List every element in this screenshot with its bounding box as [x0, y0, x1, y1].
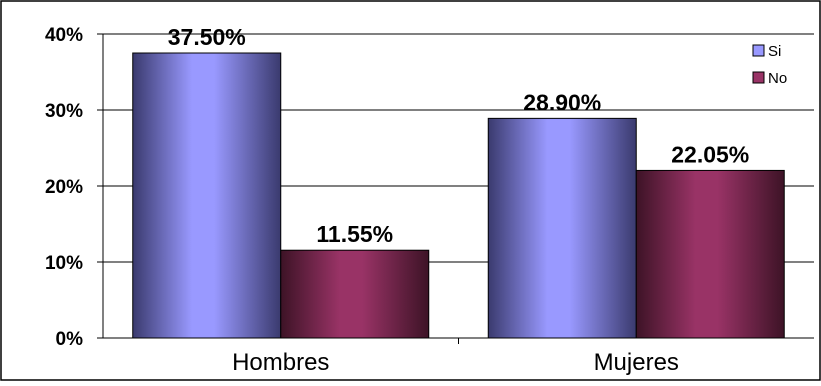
bar-no-mujeres	[635, 169, 785, 339]
y-tick-label: 20%	[45, 177, 83, 198]
data-label: 11.55%	[316, 221, 393, 247]
bar-no-hombres	[280, 249, 430, 339]
bar-si-hombres	[132, 52, 282, 339]
legend-label: No	[768, 70, 787, 87]
legend-swatch	[752, 44, 765, 57]
bars	[132, 52, 785, 339]
x-category-label: Mujeres	[594, 349, 679, 376]
y-tick-label: 40%	[45, 25, 83, 46]
y-tick-label: 10%	[45, 253, 83, 274]
data-label: 22.05%	[671, 141, 749, 167]
data-label: 28.90%	[523, 89, 601, 115]
legend-label: Si	[768, 43, 781, 60]
labels: 0% 10% 20% 30% 40% 37.50% 11.55% Hombres 28.90% 2…	[45, 24, 749, 376]
bar-si-mujeres	[487, 117, 637, 339]
y-tick-label: 0%	[56, 329, 84, 350]
x-category-label: Hombres	[232, 349, 329, 376]
legend: Si No	[752, 43, 787, 87]
legend-swatch	[752, 71, 765, 84]
y-tick-label: 30%	[45, 101, 83, 122]
data-label: 37.50%	[168, 24, 246, 50]
